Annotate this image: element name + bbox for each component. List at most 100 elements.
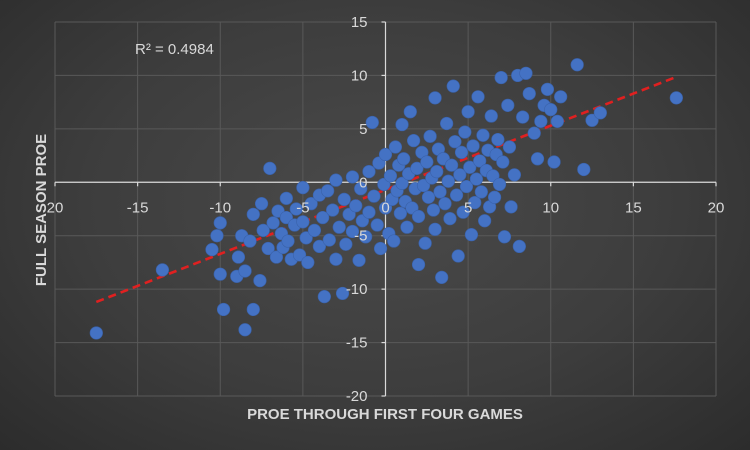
data-point [238, 323, 252, 337]
data-point [299, 231, 313, 245]
data-point [326, 203, 340, 217]
data-point [329, 252, 343, 266]
r-squared-label: R² = 0.4984 [135, 41, 214, 58]
data-point [345, 224, 360, 239]
y-tick-label: -10 [346, 281, 368, 298]
data-point [544, 103, 558, 117]
data-point [527, 126, 541, 140]
data-point [261, 241, 275, 256]
data-point [263, 161, 277, 175]
data-point [468, 195, 482, 210]
data-point [253, 273, 267, 288]
data-point [321, 184, 335, 198]
x-tick-label: 5 [464, 199, 472, 216]
y-tick-label: 15 [351, 14, 368, 31]
data-point [448, 135, 462, 149]
data-point [445, 158, 459, 172]
data-point [428, 222, 442, 236]
data-point [593, 106, 607, 120]
data-point [307, 223, 322, 237]
data-point [281, 234, 295, 248]
data-point [484, 109, 498, 123]
data-point [476, 128, 490, 142]
x-tick-label: 20 [708, 199, 725, 216]
data-point [487, 190, 502, 204]
data-point [367, 189, 381, 203]
data-point [155, 263, 170, 277]
data-point [522, 86, 536, 101]
data-point [362, 205, 376, 219]
data-point [89, 326, 103, 340]
data-point [430, 165, 444, 179]
data-point [266, 216, 280, 230]
data-point [243, 234, 257, 248]
data-point [378, 147, 393, 162]
data-point [216, 302, 231, 317]
data-point [388, 140, 403, 154]
data-point [512, 239, 526, 253]
data-point [238, 264, 252, 278]
y-tick-label: -5 [354, 228, 367, 245]
x-tick-label: 10 [542, 199, 559, 216]
data-point [332, 220, 346, 234]
data-point [231, 250, 246, 264]
data-point [316, 210, 330, 225]
data-point [345, 170, 360, 184]
data-point [501, 98, 515, 112]
data-point [504, 200, 518, 214]
data-point [359, 230, 373, 244]
data-point [246, 302, 260, 317]
data-point [428, 91, 442, 105]
data-point [246, 207, 260, 221]
data-point [301, 255, 315, 270]
data-point [438, 197, 452, 211]
data-point [449, 188, 464, 202]
data-point [411, 257, 426, 272]
data-point [443, 212, 457, 226]
data-point [454, 145, 469, 159]
data-point [453, 168, 467, 182]
data-point [410, 161, 424, 175]
data-point [370, 218, 384, 232]
data-point [473, 154, 487, 168]
data-point [433, 185, 447, 199]
y-tick-label: 5 [359, 121, 367, 138]
data-point [416, 178, 431, 193]
data-point [461, 105, 475, 119]
data-point [400, 220, 414, 234]
data-point [464, 228, 479, 242]
data-point [406, 134, 421, 148]
data-point [296, 215, 310, 229]
data-point [474, 185, 488, 199]
x-tick-label: 0 [381, 199, 389, 216]
data-point [440, 116, 454, 131]
data-point [530, 152, 545, 166]
y-tick-label: -15 [346, 335, 368, 352]
data-point [469, 172, 483, 186]
data-point [395, 117, 409, 132]
data-point [577, 162, 591, 177]
data-point [478, 214, 492, 228]
data-point [502, 140, 517, 154]
data-point [435, 270, 449, 284]
data-point [446, 79, 460, 93]
x-tick-label: -15 [127, 199, 149, 216]
data-point [254, 197, 269, 211]
data-point [421, 190, 436, 204]
data-point [403, 105, 417, 119]
data-point [570, 58, 584, 72]
data-point [547, 155, 561, 169]
data-point [335, 286, 350, 301]
data-point [492, 177, 507, 192]
data-point [317, 290, 331, 304]
data-point [497, 230, 512, 244]
x-tick-label: -5 [296, 199, 309, 216]
data-point [423, 129, 437, 143]
data-point [362, 165, 376, 179]
data-point [269, 250, 284, 264]
data-point [383, 169, 398, 183]
y-axis-title: FULL SEASON PROE [33, 134, 50, 286]
data-point [534, 114, 548, 128]
data-point [256, 223, 270, 237]
data-point [322, 233, 336, 247]
